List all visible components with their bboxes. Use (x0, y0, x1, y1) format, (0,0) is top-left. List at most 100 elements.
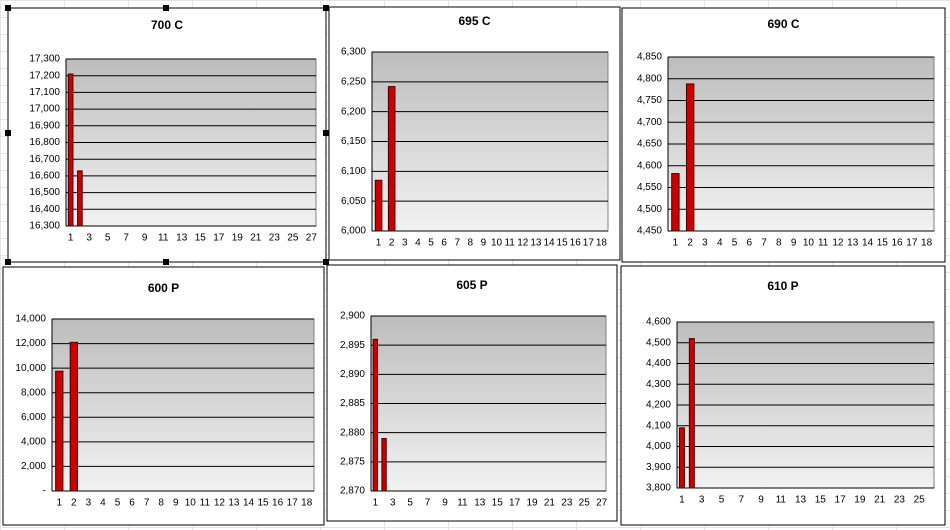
bar (387, 86, 396, 232)
x-tick-label: 4 (100, 498, 106, 509)
x-tick-label: 23 (561, 498, 573, 509)
x-tick-label: 3 (699, 495, 705, 506)
x-tick-label: 7 (738, 495, 744, 506)
y-tick-label: 6,200 (341, 106, 366, 117)
x-tick-label: 17 (287, 498, 299, 509)
x-tick-label: 10 (185, 498, 197, 509)
x-tick-label: 21 (874, 495, 886, 506)
y-tick-label: 4,500 (637, 204, 662, 215)
y-tick-label: 4,650 (637, 139, 662, 150)
x-tick-label: 15 (557, 238, 569, 249)
selection-handle (323, 5, 329, 11)
bar (372, 338, 379, 492)
y-tick-label: - (43, 486, 46, 497)
chart-title: 605 P (456, 278, 487, 292)
x-tick-label: 14 (243, 498, 255, 509)
y-tick-label: 8,000 (21, 387, 46, 398)
x-tick-label: 17 (583, 238, 595, 249)
x-tick-label: 16 (570, 238, 582, 249)
y-tick-label: 10,000 (15, 363, 46, 374)
chart-panel: 605 P 2,870 2,875 2,880 2,885 2,890 2,895 2,900… (326, 264, 618, 522)
y-tick-label: 16,600 (29, 171, 60, 182)
x-tick-label: 19 (232, 233, 244, 244)
chart-panel: 600 P-2,0004,0006,0008,00010,00012,00014… (2, 266, 325, 526)
y-tick-label: 3,800 (646, 483, 671, 494)
selection-handle (5, 130, 11, 136)
x-tick-label: 1 (56, 498, 62, 509)
x-tick-label: 15 (492, 498, 504, 509)
x-tick-label: 17 (906, 238, 918, 249)
x-tick-label: 21 (544, 498, 556, 509)
chart-panel: 700 C 16,300 16,400 16,500 16,600 16,700 16,80… (7, 7, 327, 263)
x-tick-label: 27 (596, 498, 608, 509)
x-tick-label: 21 (250, 233, 262, 244)
y-tick-label: 4,850 (637, 52, 662, 63)
x-tick-label: 5 (105, 233, 111, 244)
x-tick-label: 13 (474, 498, 486, 509)
x-tick-label: 2 (389, 238, 395, 249)
y-tick-label: 16,500 (29, 187, 60, 198)
y-tick-label: 2,000 (21, 461, 46, 472)
selection-handle (163, 259, 169, 265)
y-tick-label: 4,100 (646, 420, 671, 431)
y-tick-label: 4,600 (637, 160, 662, 171)
x-tick-label: 15 (877, 238, 889, 249)
x-tick-label: 5 (407, 498, 413, 509)
x-tick-label: 27 (306, 233, 318, 244)
y-tick-label: 17,300 (29, 54, 60, 65)
x-tick-label: 7 (144, 498, 150, 509)
x-tick-label: 1 (679, 495, 685, 506)
x-tick-label: 12 (517, 238, 529, 249)
bar (688, 338, 695, 489)
x-tick-label: 13 (795, 495, 807, 506)
x-tick-label: 6 (746, 238, 752, 249)
y-tick-label: 6,300 (341, 47, 366, 58)
x-tick-label: 12 (832, 238, 844, 249)
x-tick-label: 11 (776, 495, 787, 506)
y-tick-label: 4,550 (637, 182, 662, 193)
chart-panel: 610 P 3,800 3,900 4,000 4,100 4,200 4,300 4,400… (620, 265, 946, 526)
x-tick-label: 11 (457, 498, 468, 509)
chart-title: 610 P (767, 279, 798, 293)
x-tick-label: 16 (272, 498, 284, 509)
x-tick-label: 11 (158, 233, 169, 244)
x-tick-label: 15 (815, 495, 827, 506)
x-tick-label: 9 (173, 498, 179, 509)
x-tick-label: 8 (776, 238, 782, 249)
x-tick-label: 3 (390, 498, 396, 509)
y-tick-label: 3,900 (646, 462, 671, 473)
x-tick-label: 5 (115, 498, 121, 509)
x-tick-label: 13 (228, 498, 240, 509)
x-tick-label: 14 (862, 238, 874, 249)
x-tick-label: 23 (269, 233, 281, 244)
y-tick-label: 4,800 (637, 73, 662, 84)
x-tick-label: 9 (791, 238, 797, 249)
y-tick-label: 2,870 (340, 486, 365, 497)
x-tick-label: 25 (579, 498, 591, 509)
bar (374, 179, 383, 232)
chart-title: 600 P (148, 281, 179, 295)
y-tick-label: 4,000 (646, 441, 671, 452)
selection-handle (163, 5, 169, 11)
y-tick-label: 4,600 (646, 317, 671, 328)
x-tick-label: 3 (702, 238, 708, 249)
plot-area (51, 318, 315, 492)
y-tick-label: 2,890 (340, 369, 365, 380)
x-tick-label: 1 (373, 498, 379, 509)
y-tick-label: 4,700 (637, 117, 662, 128)
x-tick-label: 18 (921, 238, 933, 249)
x-tick-label: 9 (142, 233, 148, 244)
y-tick-label: 4,000 (21, 436, 46, 447)
bar (69, 341, 78, 492)
y-tick-label: 16,300 (29, 221, 60, 232)
y-tick-label: 12,000 (15, 338, 46, 349)
y-tick-label: 2,885 (340, 398, 365, 409)
y-tick-label: 6,050 (341, 196, 366, 207)
x-tick-label: 14 (543, 238, 555, 249)
x-tick-label: 9 (442, 498, 448, 509)
y-tick-label: 4,300 (646, 379, 671, 390)
y-tick-label: 4,400 (646, 358, 671, 369)
y-tick-label: 16,700 (29, 154, 60, 165)
y-tick-label: 17,100 (29, 87, 60, 98)
